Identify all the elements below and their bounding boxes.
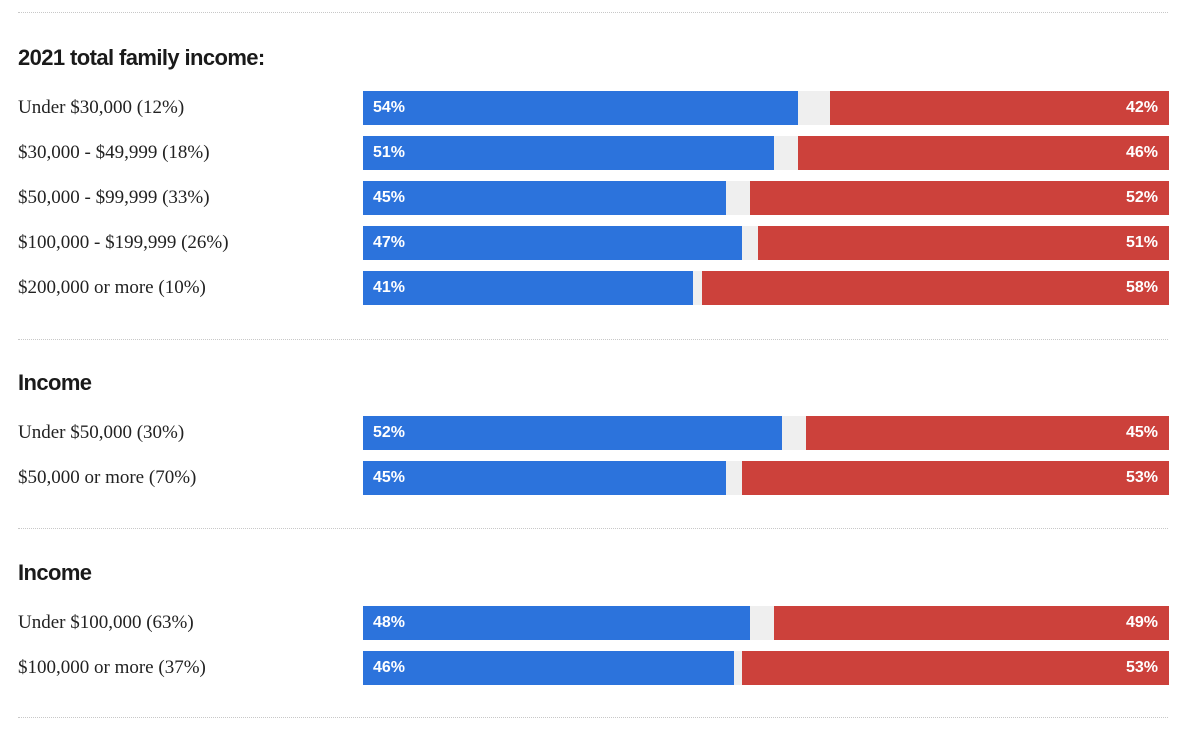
- section-divider: [18, 717, 1168, 718]
- dem-bar: 54%: [363, 91, 799, 125]
- rep-bar-label: 49%: [1125, 614, 1158, 631]
- bar-track: 48% 49%: [363, 606, 1169, 640]
- rep-bar-label: 45%: [1125, 424, 1158, 441]
- dem-bar: 46%: [363, 651, 734, 685]
- rep-bar: 53%: [741, 651, 1169, 685]
- category-label: Under $50,000 (30%): [18, 422, 185, 443]
- bar-track: 45% 52%: [363, 181, 1169, 215]
- dem-bar: 45%: [363, 181, 726, 215]
- dem-bar-label: 45%: [373, 469, 406, 486]
- category-label: $100,000 or more (37%): [18, 657, 206, 678]
- section-title: Income: [18, 560, 92, 585]
- category-label: $200,000 or more (10%): [18, 277, 206, 298]
- bar-track: 46% 53%: [363, 651, 1169, 685]
- dem-bar: 52%: [363, 416, 783, 450]
- bar-track: 51% 46%: [363, 136, 1169, 170]
- section-divider: [18, 12, 1168, 13]
- dem-bar-label: 54%: [373, 99, 406, 116]
- dem-bar: 45%: [363, 461, 726, 495]
- section-divider: [18, 339, 1168, 340]
- category-label: $100,000 - $199,999 (26%): [18, 232, 229, 253]
- category-label: $50,000 - $99,999 (33%): [18, 187, 210, 208]
- bar-track: 54% 42%: [363, 91, 1169, 125]
- category-label: $50,000 or more (70%): [18, 467, 197, 488]
- dem-bar: 48%: [363, 606, 750, 640]
- section-title: Income: [18, 370, 92, 395]
- dem-bar-label: 51%: [373, 144, 406, 161]
- bar-track: 45% 53%: [363, 461, 1169, 495]
- dem-bar-label: 41%: [373, 279, 406, 296]
- dem-bar-label: 45%: [373, 189, 406, 206]
- rep-bar: 45%: [806, 416, 1169, 450]
- bar-track: 41% 58%: [363, 271, 1169, 305]
- rep-bar: 49%: [774, 606, 1169, 640]
- dem-bar: 47%: [363, 226, 742, 260]
- rep-bar-label: 52%: [1125, 189, 1158, 206]
- rep-bar: 46%: [798, 136, 1169, 170]
- rep-bar: 51%: [757, 226, 1169, 260]
- dem-bar-label: 52%: [373, 424, 406, 441]
- rep-bar-label: 53%: [1125, 469, 1158, 486]
- rep-bar-label: 58%: [1125, 279, 1158, 296]
- bar-track: 47% 51%: [363, 226, 1169, 260]
- dem-bar: 51%: [363, 136, 775, 170]
- section-divider: [18, 528, 1168, 529]
- rep-bar: 58%: [701, 271, 1169, 305]
- rep-bar-label: 53%: [1125, 659, 1158, 676]
- dem-bar: 41%: [363, 271, 694, 305]
- rep-bar: 42%: [830, 91, 1169, 125]
- category-label: $30,000 - $49,999 (18%): [18, 142, 210, 163]
- dem-bar-label: 47%: [373, 234, 406, 251]
- rep-bar-label: 46%: [1125, 144, 1158, 161]
- rep-bar-label: 42%: [1125, 99, 1158, 116]
- rep-bar-label: 51%: [1125, 234, 1158, 251]
- category-label: Under $100,000 (63%): [18, 612, 194, 633]
- category-label: Under $30,000 (12%): [18, 97, 185, 118]
- rep-bar: 53%: [741, 461, 1169, 495]
- bar-track: 52% 45%: [363, 416, 1169, 450]
- rep-bar: 52%: [749, 181, 1169, 215]
- dem-bar-label: 46%: [373, 659, 406, 676]
- section-title: 2021 total family income:: [18, 45, 265, 70]
- dem-bar-label: 48%: [373, 614, 406, 631]
